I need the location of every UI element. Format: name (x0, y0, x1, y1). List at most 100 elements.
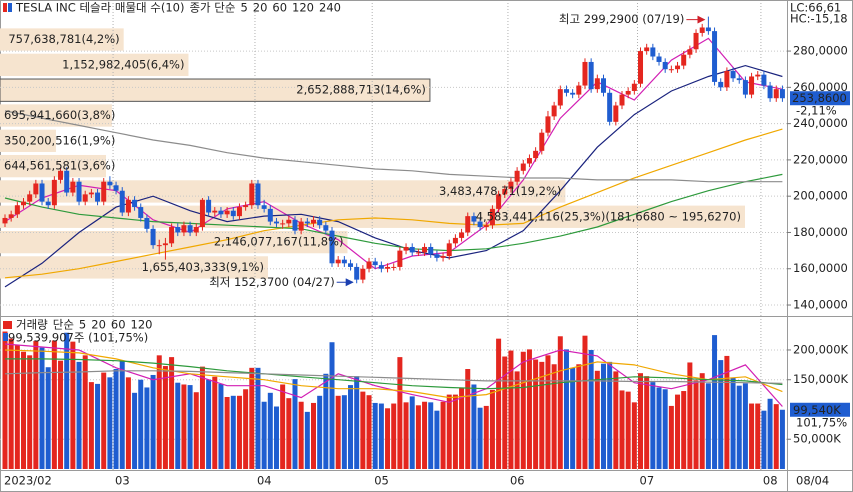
candle-body (718, 81, 724, 88)
volume-bar (662, 389, 668, 469)
legend-entry: 20 (253, 1, 268, 15)
candle-body (520, 163, 526, 171)
volume-bar (724, 355, 730, 469)
candle-body (440, 256, 446, 258)
band-label: 644,561,581(3,6%) (4, 159, 115, 173)
volume-bar (705, 383, 711, 469)
legend-entry: 20 (91, 318, 106, 332)
volume-bar (385, 408, 391, 469)
volume-bar (428, 402, 434, 469)
band-label: 695,941,660(3,8%) (4, 108, 115, 122)
volume-bar (650, 382, 656, 469)
candle-body (619, 94, 625, 106)
candle-body (539, 132, 545, 151)
candle-body (107, 181, 113, 186)
volume-bar (199, 366, 205, 469)
candle-body (212, 210, 218, 213)
volume-title: 거래량 (16, 318, 48, 332)
candle-body (576, 85, 582, 95)
ma-line (4, 370, 783, 384)
volume-bar (101, 372, 107, 469)
candle-body (385, 266, 391, 269)
volume-bar (730, 377, 736, 469)
candle-body (8, 214, 14, 218)
band-label: 4,583,441,116(25,3%)(181,6680 ~ 195,6270… (476, 209, 741, 223)
volume-bar (477, 407, 483, 469)
candle-body (298, 221, 304, 231)
volume-bar (619, 390, 625, 469)
volume-bar (335, 395, 341, 469)
volume-bar (675, 394, 681, 469)
legend-entry: 5 (79, 318, 86, 332)
volume-bar (311, 402, 316, 469)
volume-profile-band (0, 53, 189, 77)
volume-bar (409, 396, 415, 469)
candle-body (613, 105, 619, 122)
candle-body (675, 65, 681, 70)
candle-body (779, 89, 785, 99)
x-tick-label: 03 (115, 474, 130, 488)
legend-icon-down (8, 3, 12, 12)
candle-body (76, 181, 82, 202)
volume-bar (162, 366, 168, 469)
y-tick-label: 150,000K (793, 372, 849, 386)
volume-bar (638, 373, 644, 469)
candle-body (403, 246, 409, 251)
candle-body (668, 69, 674, 71)
y-tick-label: 240,0000 (793, 116, 848, 130)
candle-body (230, 210, 236, 217)
volume-bar (452, 394, 458, 469)
x-tick-label: 05 (374, 474, 389, 488)
candle-body (551, 105, 557, 117)
candle-body (323, 225, 329, 231)
volume-bar (582, 335, 588, 469)
candle-body (169, 227, 175, 244)
volume-bar (304, 411, 310, 469)
candle-body (243, 205, 249, 208)
candle-body (545, 116, 551, 133)
volume-bar (169, 357, 175, 469)
legend-entry: 120 (292, 1, 314, 15)
candle-body (372, 261, 378, 266)
ma-line (4, 349, 783, 399)
volume-bar (687, 362, 693, 469)
candle-body (206, 199, 212, 213)
volume-bar (570, 367, 576, 469)
volume-bar (119, 360, 125, 469)
candle-body (45, 201, 51, 206)
candle-body (113, 185, 119, 191)
volume-bar (14, 345, 20, 469)
candle-body (58, 170, 64, 180)
volume-bar (508, 350, 514, 469)
candle-body (483, 225, 489, 228)
candle-body (705, 27, 711, 32)
volume-bar (600, 363, 606, 469)
volume-bar (2, 331, 8, 469)
volume-bar (230, 395, 236, 469)
volume-bar (631, 402, 637, 469)
price-panel: 757,638,781(4,2%) 1,152,982,405(6,4%) 2,65… (0, 1, 787, 316)
volume-bar (243, 389, 249, 469)
band-label: 2,652,888,713(14,6%) (296, 83, 426, 97)
volume-bar (255, 367, 261, 469)
candle-body (415, 252, 421, 254)
y-tick-label: 50,000K (793, 432, 841, 446)
volume-panel (0, 319, 787, 470)
volume-legend-icon (3, 321, 12, 329)
end-date-label: 08/04 (796, 474, 829, 488)
volume-info: 99,539,907주 (101,75%) (8, 331, 148, 345)
volume-bar (613, 371, 619, 469)
volume-bar (588, 349, 594, 469)
hc-label: HC:-15,18 (790, 12, 848, 26)
volume-bar (779, 409, 785, 469)
candle-body (526, 158, 532, 164)
volume-profile-band (0, 28, 124, 51)
candle-body (656, 56, 662, 62)
candle-body (348, 263, 354, 267)
band-label: 350,200,516(1,9%) (4, 133, 115, 147)
candle-body (471, 216, 477, 222)
volume-bar (144, 387, 150, 469)
volume-bar (434, 410, 440, 469)
overlay: 최고 299,2900 (07/19) 최저 152,3700 (04/27) 99… (3, 3, 706, 345)
